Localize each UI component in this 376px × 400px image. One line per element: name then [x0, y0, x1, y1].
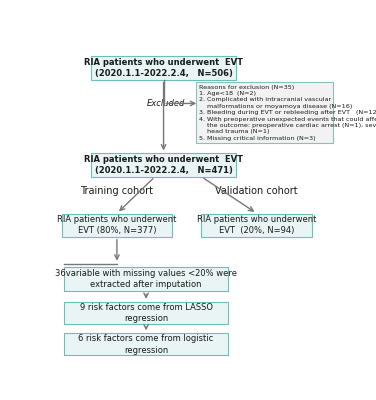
Text: 36variable with missing values <20% were
extracted after imputation: 36variable with missing values <20% were…: [55, 269, 237, 289]
Text: 9 risk factors come from LASSO
regression: 9 risk factors come from LASSO regressio…: [80, 303, 212, 323]
FancyBboxPatch shape: [91, 154, 237, 176]
FancyBboxPatch shape: [65, 333, 228, 355]
FancyBboxPatch shape: [91, 56, 237, 80]
Text: RIA patients who underwent
EVT (80%, N=377): RIA patients who underwent EVT (80%, N=3…: [57, 215, 177, 235]
Text: RIA patients who underwent  EVT
(2020.1.1-2022.2.4,   N=471): RIA patients who underwent EVT (2020.1.1…: [84, 155, 243, 175]
FancyBboxPatch shape: [65, 302, 228, 324]
Text: 6 risk factors come from logistic
regression: 6 risk factors come from logistic regres…: [79, 334, 214, 354]
Text: Reasons for exclusion (N=35)
1. Age<18  (N=2)
2. Complicated with intracranial v: Reasons for exclusion (N=35) 1. Age<18 (…: [199, 84, 376, 141]
FancyBboxPatch shape: [202, 214, 312, 237]
Text: Training cohort: Training cohort: [80, 186, 153, 196]
FancyBboxPatch shape: [196, 82, 332, 144]
Text: Excluded: Excluded: [147, 99, 185, 108]
FancyBboxPatch shape: [65, 267, 228, 291]
Text: RIA patients who underwent
EVT  (20%, N=94): RIA patients who underwent EVT (20%, N=9…: [197, 215, 317, 235]
Text: RIA patients who underwent  EVT
(2020.1.1-2022.2.4,   N=506): RIA patients who underwent EVT (2020.1.1…: [84, 58, 243, 78]
Text: Validation cohort: Validation cohort: [215, 186, 298, 196]
FancyBboxPatch shape: [62, 214, 172, 237]
